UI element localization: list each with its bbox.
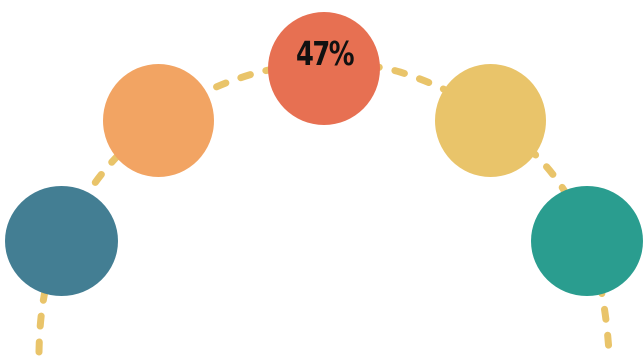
node-teal-blue bbox=[5, 186, 118, 296]
node-light-orange bbox=[103, 64, 214, 177]
percentage-label: 47% bbox=[295, 34, 355, 73]
node-mustard bbox=[435, 64, 546, 177]
node-coral: 47% bbox=[268, 12, 380, 125]
node-teal-green bbox=[531, 186, 643, 296]
